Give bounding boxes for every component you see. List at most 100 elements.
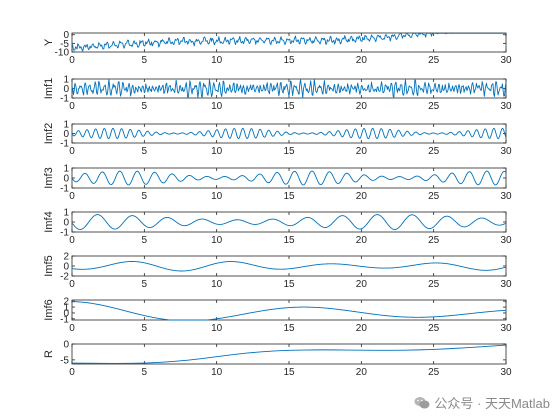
x-tick-label: 25 — [428, 191, 440, 202]
y-tick-label: 2 — [63, 252, 69, 263]
x-tick-label: 30 — [500, 323, 512, 334]
x-tick-label: 15 — [283, 55, 295, 66]
series-line-imf1 — [71, 78, 507, 99]
x-tick-label: 15 — [283, 146, 295, 157]
y-tick-label: -2 — [60, 272, 69, 283]
y-tick-label: 1 — [63, 75, 69, 86]
y-axis-label: Imf4 — [43, 211, 55, 232]
series-line-imf4 — [71, 214, 507, 230]
x-tick-label: 0 — [69, 101, 75, 112]
y-axis-label: Imf5 — [43, 255, 55, 276]
x-tick-label: 15 — [283, 101, 295, 112]
series-line-imf3 — [71, 170, 507, 186]
x-tick-label: 20 — [356, 235, 368, 246]
y-tick-label: -1 — [60, 228, 69, 239]
x-tick-label: 0 — [69, 367, 75, 378]
x-tick-label: 5 — [142, 191, 148, 202]
y-tick-label: 0 — [63, 218, 69, 229]
series-line-imf5 — [71, 261, 507, 272]
y-axis-label: Imf2 — [43, 123, 55, 144]
x-tick-label: 25 — [428, 101, 440, 112]
x-tick-label: 30 — [500, 279, 512, 290]
x-tick-label: 20 — [356, 146, 368, 157]
y-axis-label: Imf1 — [43, 78, 55, 99]
x-tick-label: 25 — [428, 367, 440, 378]
x-tick-label: 25 — [428, 55, 440, 66]
subplot-r: 0 5 10 15 20 25 300-5R — [43, 340, 512, 379]
y-tick-label: 0 — [63, 129, 69, 140]
y-tick-label: -1 — [60, 184, 69, 195]
y-tick-label: 1 — [63, 164, 69, 175]
series-line-r — [71, 344, 507, 364]
x-tick-label: 0 — [69, 235, 75, 246]
x-tick-label: 25 — [428, 146, 440, 157]
x-tick-label: 10 — [211, 55, 223, 66]
x-tick-label: 5 — [142, 235, 148, 246]
x-tick-label: 0 — [69, 279, 75, 290]
y-tick-label: -5 — [60, 355, 69, 366]
subplot-y: 0 5 10 15 20 25 30 0-5-10Y — [43, 30, 512, 66]
x-tick-label: 30 — [500, 146, 512, 157]
y-axis-label: Imf3 — [43, 167, 55, 188]
y-tick-label: 0 — [63, 174, 69, 185]
series-line-imf6 — [71, 301, 507, 321]
x-tick-label: 0 — [69, 323, 75, 334]
y-tick-label: 0 — [63, 340, 69, 351]
x-tick-label: 20 — [356, 323, 368, 334]
x-tick-label: 25 — [428, 279, 440, 290]
x-tick-label: 25 — [428, 235, 440, 246]
y-tick-label: -1 — [60, 314, 69, 325]
watermark: 公众号 · 天天Matlab — [414, 393, 550, 412]
y-axis-label: Imf6 — [43, 299, 55, 320]
x-tick-label: 15 — [283, 323, 295, 334]
x-tick-label: 0 — [69, 55, 75, 66]
y-tick-label: 0 — [63, 262, 69, 273]
y-tick-label: 1 — [63, 120, 69, 131]
y-tick-label: 0 — [63, 30, 69, 41]
x-tick-label: 15 — [283, 367, 295, 378]
x-tick-label: 10 — [211, 191, 223, 202]
x-tick-label: 20 — [356, 279, 368, 290]
x-tick-label: 15 — [283, 191, 295, 202]
y-tick-label: 1 — [63, 208, 69, 219]
y-axis-label: Y — [43, 38, 55, 46]
x-tick-label: 30 — [500, 55, 512, 66]
y-tick-label: 0 — [63, 84, 69, 95]
x-tick-label: 0 — [69, 146, 75, 157]
series-line-y — [71, 32, 506, 52]
x-tick-label: 20 — [356, 55, 368, 66]
x-tick-label: 5 — [142, 146, 148, 157]
x-tick-label: 10 — [211, 323, 223, 334]
x-tick-label: 20 — [356, 367, 368, 378]
watermark-text: 公众号 · 天天Matlab — [434, 396, 550, 411]
x-tick-label: 25 — [428, 323, 440, 334]
y-tick-label: 1 — [63, 303, 69, 314]
series-line-imf2 — [71, 127, 507, 140]
x-tick-label: 15 — [283, 279, 295, 290]
y-tick-label: -1 — [60, 94, 69, 105]
x-tick-label: 30 — [500, 101, 512, 112]
y-tick-label: -1 — [60, 139, 69, 150]
x-tick-label: 10 — [211, 101, 223, 112]
x-tick-label: 5 — [142, 323, 148, 334]
x-tick-label: 10 — [211, 235, 223, 246]
y-tick-label: -5 — [60, 39, 69, 50]
x-tick-label: 20 — [356, 191, 368, 202]
x-tick-label: 5 — [142, 55, 148, 66]
x-tick-label: 5 — [142, 279, 148, 290]
wechat-icon — [414, 396, 430, 408]
x-tick-label: 30 — [500, 367, 512, 378]
x-tick-label: 15 — [283, 235, 295, 246]
y-tick-label: 2 — [63, 297, 69, 308]
x-tick-label: 10 — [211, 279, 223, 290]
x-tick-label: 30 — [500, 191, 512, 202]
x-tick-label: 0 — [69, 191, 75, 202]
x-tick-label: 10 — [211, 146, 223, 157]
